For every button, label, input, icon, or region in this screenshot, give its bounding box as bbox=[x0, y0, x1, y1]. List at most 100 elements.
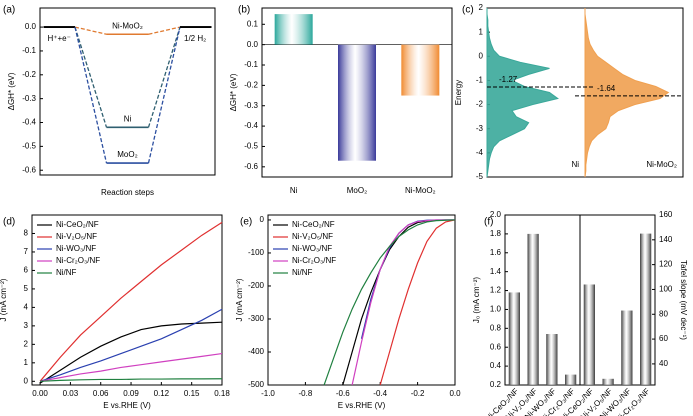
y-tick-label: -0.5 bbox=[22, 141, 36, 150]
y-tick-label: -0.6 bbox=[244, 162, 258, 171]
y-tick-label: -300 bbox=[248, 314, 265, 323]
level-label: Ni-MoO₂ bbox=[112, 21, 143, 30]
legend-label: Ni/NF bbox=[292, 268, 313, 277]
legend-label: Ni-WO₃/NF bbox=[292, 244, 332, 253]
axis-title: Reaction steps bbox=[101, 188, 154, 197]
legend-label: Ni-CeO₂/NF bbox=[292, 220, 335, 229]
series-line bbox=[39, 321, 223, 384]
connector bbox=[148, 26, 181, 35]
y-tick-label: 0 bbox=[479, 51, 484, 60]
level-label: MoO₂ bbox=[117, 150, 137, 159]
connector bbox=[147, 26, 181, 164]
bar bbox=[583, 284, 595, 385]
y-tick-label: -0.2 bbox=[244, 80, 258, 89]
y-tick-label: -500 bbox=[248, 380, 265, 389]
series-line bbox=[342, 219, 455, 386]
level-label: Ni bbox=[124, 114, 132, 123]
y-tick-label: 40 bbox=[659, 359, 668, 368]
center-label: -1.64 bbox=[597, 84, 616, 93]
x-tick-label: 0.0 bbox=[449, 389, 461, 398]
connector bbox=[147, 26, 181, 128]
legend-label: Ni-CeO₂/NF bbox=[56, 220, 99, 229]
plot-frame bbox=[31, 214, 223, 386]
bar bbox=[602, 378, 614, 385]
y-tick-label: 0.4 bbox=[490, 361, 502, 370]
bar bbox=[527, 233, 539, 385]
plot-frame bbox=[267, 214, 456, 386]
bar bbox=[338, 44, 376, 161]
y-tick-label: -0.5 bbox=[244, 142, 258, 151]
y-tick-label: 120 bbox=[659, 260, 673, 269]
y-tick-label: 60 bbox=[659, 334, 668, 343]
y-tick-label: 1.4 bbox=[490, 267, 502, 276]
y-tick-label: 0.1 bbox=[247, 19, 259, 28]
legend-label: Ni/NF bbox=[56, 268, 77, 277]
start-label: H⁺+e⁻ bbox=[48, 34, 71, 43]
y-tick-label: 1.8 bbox=[490, 229, 502, 238]
legend-label: Ni-WO₃/NF bbox=[56, 244, 96, 253]
y-tick-label: 3 bbox=[24, 321, 29, 330]
y-tick-label: -100 bbox=[248, 248, 265, 257]
y-tick-label: -1 bbox=[476, 76, 484, 85]
panel-label: (f) bbox=[484, 217, 493, 228]
axis-title: J₀ (mA cm⁻²) bbox=[472, 277, 481, 324]
axis-title: J (mA cm⁻²) bbox=[235, 278, 244, 321]
y-tick-label: 0.0 bbox=[25, 22, 37, 31]
y-tick-label: 1 bbox=[479, 27, 484, 36]
series-line bbox=[351, 219, 455, 386]
bar bbox=[621, 310, 633, 385]
y-tick-label: -3 bbox=[476, 124, 484, 133]
y-tick-label: -4 bbox=[476, 148, 484, 157]
legend-label: Ni-Cr₂O₃/NF bbox=[56, 256, 100, 265]
x-tick-label: -1.0 bbox=[261, 389, 275, 398]
y-tick-label: -200 bbox=[248, 281, 265, 290]
y-tick-label: -0.4 bbox=[22, 118, 36, 127]
x-tick-label: -0.6 bbox=[336, 389, 350, 398]
y-tick-label: 0.8 bbox=[490, 323, 502, 332]
y-tick-label: 1.0 bbox=[490, 305, 502, 314]
y-tick-label: -400 bbox=[248, 347, 265, 356]
axis-title: Tafel slope (mV dec⁻¹) bbox=[679, 260, 688, 340]
series-line bbox=[39, 352, 223, 382]
connector bbox=[74, 26, 107, 35]
y-tick-label: -2 bbox=[476, 100, 484, 109]
panel-label: (e) bbox=[240, 217, 252, 228]
panel-label: (a) bbox=[3, 5, 15, 16]
x-tick-label: 0.15 bbox=[184, 389, 200, 398]
bar bbox=[565, 374, 577, 385]
x-tick-label: 0.09 bbox=[123, 389, 139, 398]
y-tick-label: 160 bbox=[659, 210, 673, 219]
x-tick-label: -0.8 bbox=[299, 389, 313, 398]
y-tick-label: 6 bbox=[24, 266, 29, 275]
x-tick-label: Ni-MoO₂ bbox=[405, 186, 436, 195]
series-line bbox=[360, 219, 455, 339]
y-tick-label: 2.0 bbox=[490, 210, 502, 219]
dos-area bbox=[486, 8, 559, 178]
legend-label: Ni-Cr₂O₃/NF bbox=[292, 256, 336, 265]
y-tick-label: -0.1 bbox=[22, 46, 36, 55]
y-tick-label: -0.1 bbox=[244, 60, 258, 69]
center-label: -1.27 bbox=[499, 75, 518, 84]
plot-frame bbox=[261, 7, 453, 178]
series-line bbox=[39, 308, 223, 382]
bar bbox=[546, 334, 558, 385]
series-line bbox=[39, 221, 223, 382]
y-tick-label: -0.3 bbox=[22, 94, 36, 103]
legend-label: Ni-V₂O₅/NF bbox=[292, 232, 333, 241]
axis-title: E vs.RHE (V) bbox=[103, 401, 151, 410]
y-tick-label: -0.2 bbox=[22, 70, 36, 79]
connector bbox=[74, 26, 108, 128]
y-tick-label: -0.6 bbox=[22, 165, 36, 174]
y-tick-label: 2 bbox=[24, 339, 29, 348]
plot-frame bbox=[39, 7, 216, 176]
panel-label: (c) bbox=[462, 5, 474, 16]
y-tick-label: 0 bbox=[260, 215, 265, 224]
connector bbox=[74, 26, 108, 164]
y-tick-label: 0.0 bbox=[247, 40, 259, 49]
axis-title: ΔGH* (eV) bbox=[229, 73, 238, 111]
axis-title: Energy bbox=[454, 80, 463, 105]
x-tick-label: 0.03 bbox=[63, 389, 79, 398]
x-tick-label: Ni bbox=[290, 186, 298, 195]
y-tick-label: 5 bbox=[24, 284, 29, 293]
y-tick-label: 4 bbox=[24, 303, 29, 312]
